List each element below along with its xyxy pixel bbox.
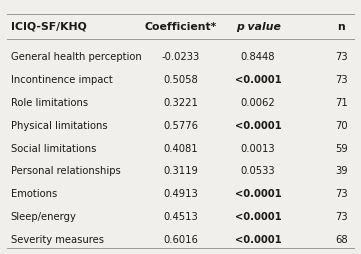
Text: ICIQ-SF/KHQ: ICIQ-SF/KHQ	[11, 22, 87, 32]
Text: 73: 73	[335, 212, 347, 222]
Text: n: n	[337, 22, 345, 32]
Text: <0.0001: <0.0001	[235, 212, 282, 222]
Text: Personal relationships: Personal relationships	[11, 166, 121, 177]
Text: Sleep/energy: Sleep/energy	[11, 212, 77, 222]
Text: <0.0001: <0.0001	[235, 235, 282, 245]
Text: 68: 68	[335, 235, 347, 245]
Text: 71: 71	[335, 98, 348, 108]
Text: Emotions: Emotions	[11, 189, 57, 199]
Text: Severity measures: Severity measures	[11, 235, 104, 245]
Text: <0.0001: <0.0001	[235, 75, 282, 85]
Text: 0.5058: 0.5058	[163, 75, 198, 85]
Text: Social limitations: Social limitations	[11, 144, 96, 154]
Text: 0.5776: 0.5776	[163, 121, 198, 131]
Text: 73: 73	[335, 189, 347, 199]
Text: 0.4081: 0.4081	[163, 144, 198, 154]
Text: Role limitations: Role limitations	[11, 98, 88, 108]
Text: 0.0533: 0.0533	[241, 166, 275, 177]
Text: Coefficient*: Coefficient*	[144, 22, 217, 32]
Text: <0.0001: <0.0001	[235, 189, 282, 199]
Text: 39: 39	[335, 166, 347, 177]
Text: 0.3119: 0.3119	[163, 166, 198, 177]
Text: 59: 59	[335, 144, 348, 154]
Text: Incontinence impact: Incontinence impact	[11, 75, 113, 85]
Text: 0.4513: 0.4513	[163, 212, 198, 222]
Text: 0.3221: 0.3221	[163, 98, 198, 108]
Text: 0.4913: 0.4913	[163, 189, 198, 199]
Text: 0.0062: 0.0062	[241, 98, 275, 108]
Text: 0.0013: 0.0013	[241, 144, 275, 154]
Text: 73: 73	[335, 75, 347, 85]
Text: p value: p value	[236, 22, 280, 32]
Text: 0.6016: 0.6016	[163, 235, 198, 245]
Text: 70: 70	[335, 121, 347, 131]
Text: 73: 73	[335, 52, 347, 62]
Text: -0.0233: -0.0233	[161, 52, 200, 62]
Text: 0.8448: 0.8448	[241, 52, 275, 62]
Text: Physical limitations: Physical limitations	[11, 121, 108, 131]
Text: <0.0001: <0.0001	[235, 121, 282, 131]
Text: General health perception: General health perception	[11, 52, 142, 62]
